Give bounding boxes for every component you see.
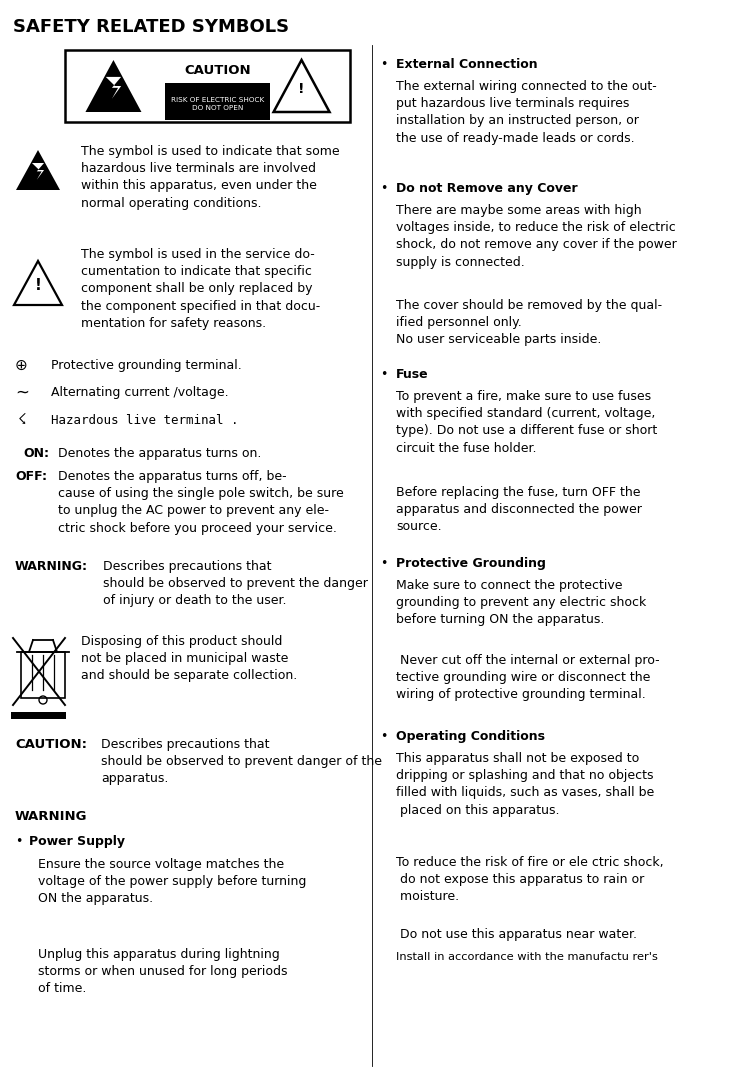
Text: Protective Grounding: Protective Grounding [396,557,546,570]
Text: To reduce the risk of fire or ele ctric shock,
 do not expose this apparatus to : To reduce the risk of fire or ele ctric … [396,856,664,904]
Text: ON:: ON: [23,448,49,461]
FancyBboxPatch shape [65,50,350,122]
Text: Do not use this apparatus near water.: Do not use this apparatus near water. [396,927,637,940]
Text: Make sure to connect the protective
grounding to prevent any electric shock
befo: Make sure to connect the protective grou… [396,579,647,626]
Text: Denotes the apparatus turns on.: Denotes the apparatus turns on. [58,448,261,461]
Text: This apparatus shall not be exposed to
dripping or splashing and that no objects: This apparatus shall not be exposed to d… [396,752,654,816]
FancyBboxPatch shape [11,712,66,719]
Text: •: • [380,557,388,570]
Text: •: • [380,368,388,381]
Text: Fuse: Fuse [396,368,429,381]
Text: The external wiring connected to the out-
put hazardous live terminals requires
: The external wiring connected to the out… [396,80,657,145]
Text: !: ! [298,81,305,95]
Text: The cover should be removed by the qual-
ified personnel only.
No user serviceab: The cover should be removed by the qual-… [396,299,662,346]
Text: The symbol is used in the service do-
cumentation to indicate that specific
comp: The symbol is used in the service do- cu… [81,248,320,330]
Polygon shape [86,61,141,112]
Text: Never cut off the internal or external pro-
tective grounding wire or disconnect: Never cut off the internal or external p… [396,654,659,702]
Text: Describes precautions that
should be observed to prevent the danger
of injury or: Describes precautions that should be obs… [103,560,368,608]
Text: •: • [380,58,388,71]
Text: Operating Conditions: Operating Conditions [396,730,545,743]
Polygon shape [106,77,121,98]
Text: •: • [380,730,388,743]
Text: Power Supply: Power Supply [29,835,125,848]
Polygon shape [32,163,44,179]
Text: Unplug this apparatus during lightning
storms or when unused for long periods
of: Unplug this apparatus during lightning s… [38,948,288,996]
Text: Disposing of this product should
not be placed in municipal waste
and should be : Disposing of this product should not be … [81,635,297,682]
Text: WARNING:: WARNING: [15,560,88,573]
Text: Ensure the source voltage matches the
voltage of the power supply before turning: Ensure the source voltage matches the vo… [38,858,306,906]
Text: Hazardous live terminal .: Hazardous live terminal . [51,414,239,427]
Text: Describes precautions that
should be observed to prevent danger of the
apparatus: Describes precautions that should be obs… [101,738,382,786]
Text: Before replacing the fuse, turn OFF the
apparatus and disconnected the power
sou: Before replacing the fuse, turn OFF the … [396,486,642,533]
Text: The symbol is used to indicate that some
hazardous live terminals are involved
w: The symbol is used to indicate that some… [81,145,339,210]
Text: Denotes the apparatus turns off, be-
cause of using the single pole switch, be s: Denotes the apparatus turns off, be- cau… [58,470,344,535]
Text: CAUTION: CAUTION [184,64,251,77]
Polygon shape [14,261,62,305]
Text: OFF:: OFF: [15,470,47,483]
Text: ⊕: ⊕ [15,358,28,373]
Text: SAFETY RELATED SYMBOLS: SAFETY RELATED SYMBOLS [13,18,289,36]
Text: Alternating current /voltage.: Alternating current /voltage. [51,387,228,400]
Text: WARNING: WARNING [15,810,88,823]
FancyBboxPatch shape [164,52,270,83]
Text: CAUTION:: CAUTION: [15,738,87,751]
Polygon shape [16,150,60,190]
Text: ☇: ☇ [18,413,27,427]
Text: Protective grounding terminal.: Protective grounding terminal. [51,359,242,372]
Text: External Connection: External Connection [396,58,538,71]
Text: There are maybe some areas with high
voltages inside, to reduce the risk of elec: There are maybe some areas with high vol… [396,204,677,268]
Polygon shape [273,61,330,112]
Text: RISK OF ELECTRIC SHOCK
DO NOT OPEN: RISK OF ELECTRIC SHOCK DO NOT OPEN [170,97,264,111]
Text: •: • [15,835,23,848]
Text: To prevent a fire, make sure to use fuses
with specified standard (current, volt: To prevent a fire, make sure to use fuse… [396,390,657,455]
Text: ~: ~ [15,384,29,402]
Text: •: • [380,182,388,195]
Text: Do not Remove any Cover: Do not Remove any Cover [396,182,578,195]
Text: !: ! [35,278,41,293]
FancyBboxPatch shape [164,52,270,120]
Text: Install in accordance with the manufactu rer's: Install in accordance with the manufactu… [396,952,658,962]
